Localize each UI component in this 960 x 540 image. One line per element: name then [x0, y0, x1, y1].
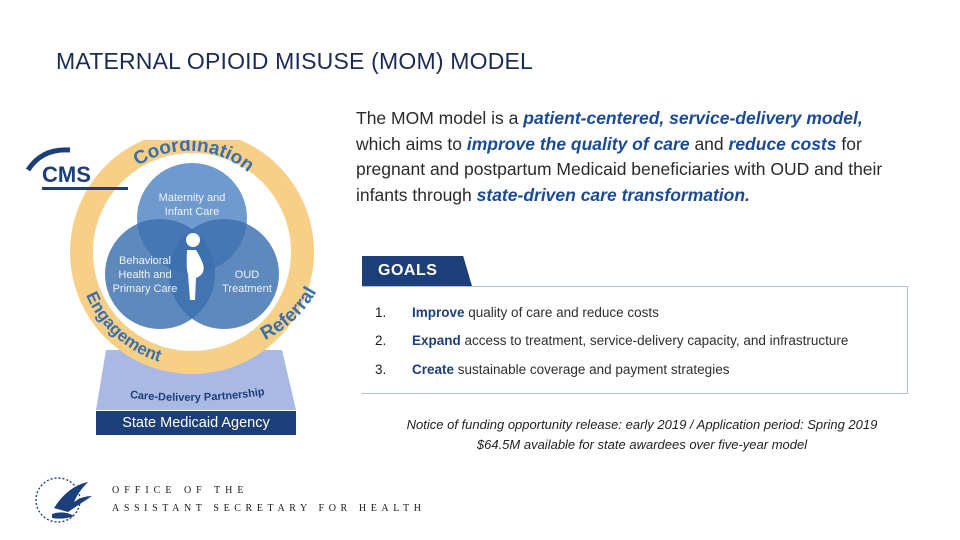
behavioral-label-2: Health and — [118, 269, 171, 281]
intro-text-3: and — [689, 133, 729, 154]
goal-item: 2. Expand access to treatment, service-de… — [375, 333, 849, 348]
funding-notice-line-1: Notice of funding opportunity release: e… — [406, 417, 878, 432]
page-title: MATERNAL OPIOID MISUSE (MOM) MODEL — [56, 48, 534, 74]
goal-item: 1. Improve quality of care and reduce cos… — [375, 305, 659, 320]
intro-text-1: The MOM model is a — [356, 108, 524, 128]
intro-highlight-2: improve the quality of care — [466, 133, 690, 154]
intro-highlight-3: reduce costs — [728, 133, 837, 154]
intro-highlight-1: patient-centered, service-delivery model… — [523, 108, 863, 128]
maternity-label-1: Maternity and — [159, 192, 226, 204]
svg-text:CMS: CMS — [42, 162, 91, 187]
maternity-label-2: Infant Care — [165, 206, 219, 218]
oud-circle — [169, 219, 279, 329]
cms-logo: CMS — [25, 147, 128, 190]
intro-highlight-4: state-driven care transformation. — [476, 184, 750, 205]
footer-assistant-secretary-line: ASSISTANT SECRETARY FOR HEALTH — [112, 503, 426, 514]
funding-notice-line-2: $64.5M available for state awardees over… — [476, 437, 808, 452]
intro-text-4: for pregnant and postpartum Medicaid ben… — [356, 133, 883, 205]
goal-item: 3. Create sustainable coverage and paymen… — [375, 362, 730, 377]
footer-office-line: OFFICE OF THE — [112, 485, 249, 496]
goals-box — [362, 286, 908, 394]
pregnant-figure-icon — [186, 233, 204, 300]
intro-paragraph: The MOM model is a patient-centered, ser… — [356, 106, 896, 208]
hhs-eagle-logo-icon — [35, 477, 92, 523]
oud-label-1: OUD — [235, 269, 260, 281]
behavioral-label-3: Primary Care — [113, 283, 178, 295]
intro-text-2: which aims to — [356, 133, 467, 154]
mom-model-diagram: Maternity and Infant Care Behavioral Hea… — [25, 140, 321, 410]
state-medicaid-agency-bar: State Medicaid Agency — [96, 411, 296, 435]
partnership-base — [96, 350, 296, 410]
oud-label-2: Treatment — [222, 283, 272, 295]
goals-tab: GOALS — [362, 256, 472, 286]
funding-notice: Notice of funding opportunity release: e… — [362, 415, 922, 455]
behavioral-label-1: Behavioral — [119, 255, 171, 267]
